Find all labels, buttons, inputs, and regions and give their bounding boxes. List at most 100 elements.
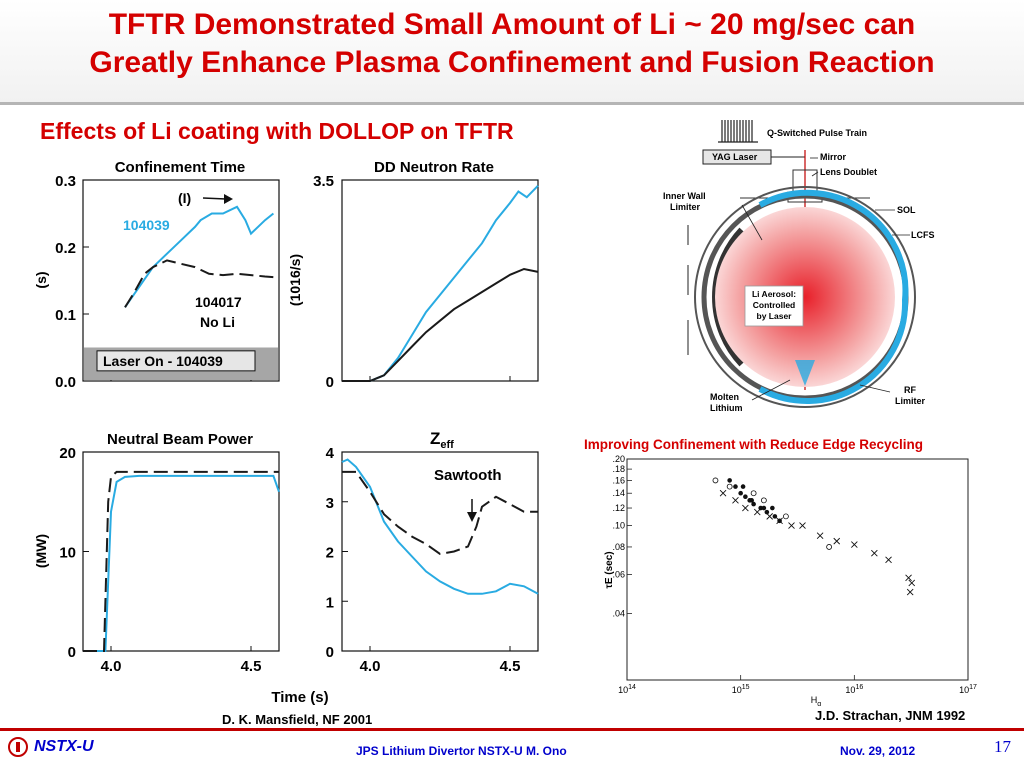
diagram-label: Limiter	[895, 396, 926, 406]
tftr-diagram: Q-Switched Pulse Train YAG Laser Mirror …	[663, 120, 935, 413]
laser-on-label: Laser On - 104039	[103, 353, 223, 369]
y-tick-label: 3.5	[313, 173, 334, 190]
annotation-arrowhead	[224, 194, 233, 204]
scatter-point	[758, 505, 763, 511]
scatter-point	[733, 484, 738, 489]
diagram-label: LCFS	[911, 230, 935, 240]
x-tick-label: 1016	[845, 684, 863, 695]
scatter-point	[826, 544, 833, 550]
chart-title: Zeff	[430, 429, 454, 451]
scatter-point	[766, 513, 774, 520]
scatter-point	[833, 537, 841, 545]
diagram-label: Inner Wall	[663, 191, 706, 201]
figure-panels: Confinement Time 0.0 0.1 0.2 0.3 (s) Laser On …	[33, 120, 977, 727]
scatter-point	[753, 508, 761, 516]
y-tick-label: 20	[59, 445, 76, 462]
li-aerosol-marker	[795, 360, 815, 386]
x-axis-label: Hα	[811, 695, 822, 708]
y-tick-label: 0.0	[55, 374, 76, 391]
x-tick-label: 4.0	[360, 658, 381, 675]
y-tick-label: .04	[612, 608, 625, 618]
y-tick-label: 0	[68, 644, 76, 661]
x-tick-label: 1014	[618, 684, 636, 695]
scatter-point	[776, 517, 783, 525]
recycling-scatter-chart: .20.18.16 .14 .12 .10 .08 .06 .04 τE (sec) 1014 1…	[604, 454, 977, 708]
scatter-point	[742, 504, 749, 512]
diagram-label: Q-Switched Pulse Train	[767, 128, 867, 138]
y-tick-label: 0.1	[55, 307, 76, 324]
diagram-label-lines	[741, 157, 910, 401]
diagram-label: by Laser	[757, 311, 793, 321]
diagram-label: Mirror	[820, 152, 847, 162]
y-tick-label: 1	[326, 594, 334, 611]
nstx-logo-icon	[8, 737, 28, 757]
annotation-label: Sawtooth	[434, 467, 502, 484]
slide-title-line2: Greatly Enhance Plasma Confinement and F…	[89, 46, 935, 79]
citation-left: D. K. Mansfield, NF 2001	[222, 712, 372, 727]
diagram-label: RF	[904, 385, 916, 395]
diagram-label: Molten	[710, 392, 739, 402]
annotation-arrowhead	[467, 512, 477, 522]
chart-title: Neutral Beam Power	[107, 431, 253, 448]
diagram-label: Lithium	[710, 403, 743, 413]
footer-rule	[0, 728, 1024, 731]
scatter-point	[732, 497, 739, 504]
scatter-point	[782, 513, 789, 520]
scatter-point	[727, 478, 732, 483]
scatter-point	[772, 514, 778, 519]
annotation-label: 104017	[195, 294, 242, 310]
annotation-label: No Li	[200, 314, 235, 330]
y-tick-label: 0.2	[55, 240, 76, 257]
series-line-104039	[341, 458, 539, 595]
scatter-point	[851, 541, 858, 548]
x-tick-label: 1017	[959, 684, 977, 695]
pulse-train-icon	[718, 120, 758, 143]
diagram-label: Lens Doublet	[820, 167, 877, 177]
y-tick-label: 0	[326, 374, 334, 391]
y-axis-label: (1016/s)	[287, 254, 303, 306]
plasma-core	[715, 207, 895, 387]
scatter-point	[750, 490, 757, 497]
footer-center: JPS Lithium Divertor NSTX-U M. Ono	[356, 744, 567, 758]
y-tick-label: 2	[326, 545, 334, 562]
slide-title-line1: TFTR Demonstrated Small Amount of Li ~ 2…	[108, 8, 916, 41]
series-line-no-li	[342, 267, 539, 382]
y-tick-label: 10	[59, 545, 76, 562]
scatter-point	[906, 588, 914, 596]
y-tick-label: .10	[612, 521, 625, 531]
scatter-point	[712, 477, 719, 484]
laser-on-box	[96, 350, 256, 372]
footer-date: Nov. 29, 2012	[840, 744, 916, 758]
series-line-104039	[124, 205, 275, 308]
series-line-104039	[83, 474, 280, 652]
scatter-point	[719, 489, 727, 497]
scatter-point	[871, 549, 878, 557]
slide-title: TFTR Demonstrated Small Amount of Li ~ 2…	[0, 6, 1024, 82]
footer: NSTX-U JPS Lithium Divertor NSTX-U M. On…	[0, 731, 1024, 768]
plot-frame	[82, 451, 280, 652]
plot-frame	[341, 451, 539, 652]
y-tick-label: 3	[326, 495, 334, 512]
diagram-label: Controlled	[753, 300, 796, 310]
scatter-point	[726, 483, 733, 490]
y-tick-label: .16	[612, 475, 625, 485]
y-axis-label: τE (sec)	[604, 551, 615, 588]
diagram-label: Li Aerosol:	[752, 289, 796, 299]
scatter-point	[799, 522, 806, 529]
series-line-104017	[342, 470, 538, 556]
scatter-point	[816, 532, 824, 539]
confinement-time-chart: Confinement Time 0.0 0.1 0.2 0.3 (s) Laser On …	[33, 159, 280, 391]
scatter-point	[749, 498, 754, 503]
scatter-point	[905, 574, 912, 582]
recycling-caption: Improving Confinement with Reduce Edge R…	[584, 437, 923, 452]
y-tick-label: .14	[612, 488, 625, 498]
scatter-point	[743, 494, 748, 500]
y-tick-label: 0	[326, 644, 334, 661]
citation-right: J.D. Strachan, JNM 1992	[815, 708, 965, 723]
footer-logo: NSTX-U	[8, 737, 94, 757]
vessel-outer-ring	[694, 186, 916, 408]
sol-ring	[758, 189, 909, 405]
annotation-label: (I)	[178, 190, 191, 206]
scatter-point	[764, 509, 770, 515]
slide-subtitle: Effects of Li coating with DOLLOP on TFT…	[40, 118, 514, 144]
